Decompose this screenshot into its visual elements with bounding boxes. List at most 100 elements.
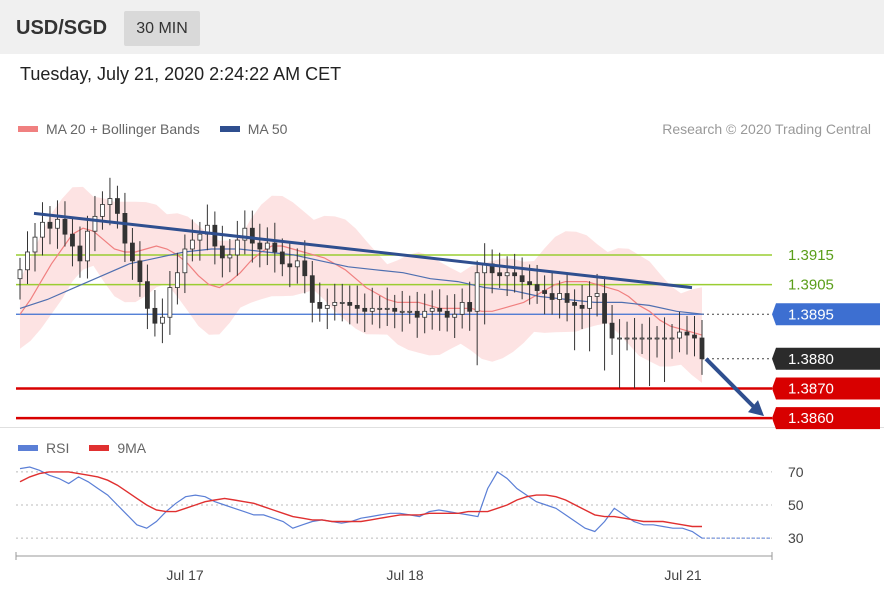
candle-body xyxy=(137,260,143,283)
rsi-tick-label: 50 xyxy=(788,497,804,513)
candle-body xyxy=(70,233,75,247)
candle-body xyxy=(294,260,300,268)
rsi-tick-label: 70 xyxy=(788,464,804,480)
level-tag-1.3870 xyxy=(772,377,880,400)
candle-body xyxy=(542,290,548,294)
rsi-tick-label: 30 xyxy=(788,530,804,546)
level-tag-1.3895 xyxy=(772,303,880,326)
candle-body xyxy=(62,218,68,235)
rsi-ma-line xyxy=(19,471,702,528)
candle-body xyxy=(452,313,458,318)
candle-body xyxy=(572,302,577,306)
header-bar: USD/SGD 30 MIN xyxy=(0,0,884,54)
research-credit: Research © 2020 Trading Central xyxy=(662,121,871,137)
candle-body xyxy=(677,331,682,339)
level-label: 1.3915 xyxy=(788,247,834,264)
candle-body xyxy=(579,304,585,309)
candle-body xyxy=(264,242,270,250)
candle-body xyxy=(249,227,255,244)
candle-body xyxy=(189,239,195,250)
x-tick-label: Jul 17 xyxy=(166,567,204,583)
level-label: 1.3905 xyxy=(788,277,834,294)
candle-body xyxy=(145,281,150,309)
x-tick-label: Jul 18 xyxy=(386,567,424,583)
candle-body xyxy=(182,248,188,274)
rsi-ma-label: 9MA xyxy=(117,440,147,456)
legend-rsi: RSI xyxy=(18,440,69,456)
candle-body xyxy=(609,322,615,339)
forecast-arrow-shaft xyxy=(704,357,760,413)
candle-body xyxy=(384,307,390,310)
x-tick-label: Jul 21 xyxy=(664,567,702,583)
level-label: 1.3860 xyxy=(788,410,834,427)
main-legend: MA 20 + Bollinger Bands MA 50 xyxy=(18,121,307,137)
timeframe-button[interactable]: 30 MIN xyxy=(124,11,200,46)
candle-body xyxy=(242,227,248,241)
candle-body xyxy=(227,254,233,259)
candle-body xyxy=(152,307,158,324)
candle-body xyxy=(130,242,135,262)
candle-body xyxy=(684,331,690,336)
candle-body xyxy=(332,302,338,306)
candle-body xyxy=(174,272,180,288)
candle-body xyxy=(617,337,622,340)
candle-body xyxy=(159,316,165,324)
candle-body xyxy=(437,307,443,312)
candle-body xyxy=(444,310,450,318)
candle-body xyxy=(25,251,30,271)
candle-body xyxy=(167,287,173,318)
candle-body xyxy=(257,242,263,250)
candle-body xyxy=(107,198,113,205)
ma50-swatch xyxy=(219,126,240,132)
legend-ma50: MA 50 xyxy=(219,121,288,137)
candle-body xyxy=(474,272,480,312)
ma50-label: MA 50 xyxy=(247,121,288,137)
candle-body xyxy=(699,337,705,360)
candle-body xyxy=(347,302,353,306)
pane-separator xyxy=(0,427,884,428)
candle-body xyxy=(429,307,435,312)
candle-body xyxy=(459,302,465,315)
resistance-trendline xyxy=(33,211,693,290)
ma20-label: MA 20 + Bollinger Bands xyxy=(46,121,200,137)
rsi-label: RSI xyxy=(46,440,70,456)
rsi-line xyxy=(19,466,703,539)
candle-body xyxy=(669,337,675,340)
rsi-swatch xyxy=(18,445,38,451)
candle-body xyxy=(639,337,645,340)
candle-body xyxy=(197,233,203,241)
candle-body xyxy=(55,218,60,229)
candle-body xyxy=(115,198,120,214)
candle-body xyxy=(354,304,360,309)
candle-body xyxy=(317,302,323,309)
candle-body xyxy=(77,245,83,262)
candle-body xyxy=(519,275,525,283)
candle-body xyxy=(632,337,637,340)
candle-body xyxy=(362,307,368,312)
candle-body xyxy=(399,310,405,313)
candle-body xyxy=(647,337,652,340)
candle-body xyxy=(17,269,23,280)
candle-body xyxy=(414,310,420,318)
candle-body xyxy=(122,213,128,244)
candle-body xyxy=(369,307,375,312)
candle-body xyxy=(407,310,413,313)
level-label: 1.3870 xyxy=(788,380,834,397)
candle-body xyxy=(467,302,473,312)
candle-body xyxy=(557,293,563,300)
level-label: 1.3895 xyxy=(788,306,834,323)
candle-body xyxy=(287,263,293,268)
candle-body xyxy=(32,236,38,253)
candle-body xyxy=(587,296,592,309)
candle-body xyxy=(527,281,533,286)
candle-body xyxy=(234,239,240,256)
candle-body xyxy=(654,337,660,340)
symbol-title: USD/SGD xyxy=(16,17,108,39)
candle-body xyxy=(212,224,218,247)
legend-9ma: 9MA xyxy=(89,440,146,456)
candle-body xyxy=(40,221,45,238)
candle-body xyxy=(279,251,285,265)
candle-body xyxy=(534,284,540,291)
candle-body xyxy=(392,307,398,312)
level-label: 1.3880 xyxy=(788,351,834,368)
